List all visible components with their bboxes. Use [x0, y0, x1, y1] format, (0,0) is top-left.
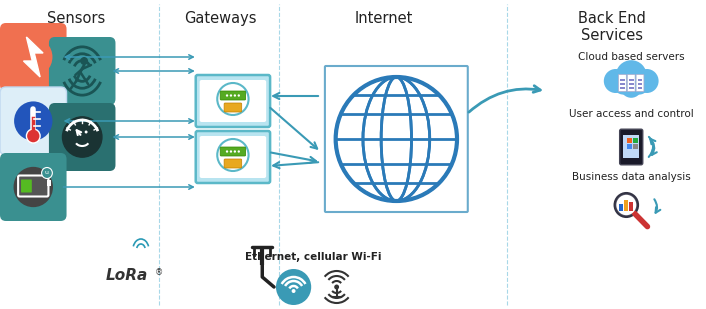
Circle shape [217, 139, 249, 171]
FancyBboxPatch shape [0, 153, 66, 221]
FancyBboxPatch shape [18, 176, 49, 197]
FancyBboxPatch shape [196, 75, 270, 127]
Circle shape [14, 101, 52, 141]
Bar [629, 83, 634, 85]
Circle shape [238, 94, 240, 97]
Circle shape [13, 167, 53, 207]
FancyBboxPatch shape [21, 180, 32, 193]
Circle shape [85, 130, 88, 133]
Circle shape [42, 167, 52, 179]
FancyBboxPatch shape [196, 131, 270, 183]
Bar [638, 83, 642, 85]
Circle shape [14, 37, 52, 77]
FancyBboxPatch shape [224, 159, 241, 168]
FancyBboxPatch shape [620, 129, 642, 165]
Bar [638, 78, 642, 81]
Circle shape [234, 150, 236, 153]
FancyBboxPatch shape [628, 74, 635, 91]
FancyBboxPatch shape [0, 87, 66, 155]
Circle shape [80, 57, 88, 65]
Circle shape [635, 69, 659, 93]
Text: ®: ® [155, 269, 163, 277]
Bar [633, 138, 638, 143]
Bar [633, 144, 638, 149]
FancyBboxPatch shape [325, 66, 468, 212]
Circle shape [334, 285, 339, 290]
Circle shape [292, 289, 296, 293]
Circle shape [238, 150, 240, 153]
Text: u: u [45, 171, 49, 176]
Bar [629, 202, 633, 211]
FancyBboxPatch shape [200, 80, 266, 122]
FancyBboxPatch shape [636, 74, 644, 91]
Bar [629, 78, 634, 81]
Text: Business data analysis: Business data analysis [572, 172, 690, 182]
FancyBboxPatch shape [200, 136, 266, 178]
Text: Gateways: Gateways [184, 11, 256, 26]
Text: Back End
Services: Back End Services [578, 11, 645, 43]
Circle shape [229, 150, 232, 153]
Circle shape [226, 150, 228, 153]
Circle shape [614, 74, 633, 95]
Circle shape [226, 94, 228, 97]
FancyBboxPatch shape [618, 74, 626, 91]
Circle shape [616, 60, 647, 92]
Circle shape [234, 94, 236, 97]
Text: Ethernet, cellular Wi-Fi: Ethernet, cellular Wi-Fi [245, 252, 381, 262]
Bar [620, 87, 625, 89]
FancyBboxPatch shape [49, 103, 116, 171]
Bar [620, 83, 625, 85]
Circle shape [621, 75, 642, 98]
Bar [638, 87, 642, 89]
Circle shape [77, 130, 80, 133]
Bar [628, 138, 632, 143]
Text: Internet: Internet [354, 11, 413, 26]
Circle shape [217, 83, 249, 115]
Bar [47, 180, 51, 186]
FancyBboxPatch shape [0, 23, 66, 91]
FancyBboxPatch shape [49, 37, 116, 105]
Circle shape [335, 77, 457, 201]
Bar [620, 78, 625, 81]
Text: User access and control: User access and control [569, 109, 693, 119]
Circle shape [62, 117, 102, 157]
Text: LoRa: LoRa [106, 268, 148, 282]
Circle shape [276, 269, 311, 305]
FancyBboxPatch shape [224, 103, 241, 112]
Circle shape [629, 74, 650, 95]
Circle shape [604, 69, 628, 93]
FancyBboxPatch shape [220, 91, 246, 100]
Bar [623, 135, 639, 158]
Bar [628, 144, 632, 149]
Bar [629, 87, 634, 89]
Circle shape [614, 193, 638, 217]
Text: Sensors: Sensors [47, 11, 105, 26]
Polygon shape [23, 37, 43, 77]
Circle shape [616, 195, 636, 215]
Text: Cloud based servers: Cloud based servers [578, 52, 685, 62]
Bar [624, 200, 628, 211]
FancyBboxPatch shape [220, 147, 246, 156]
Circle shape [229, 94, 232, 97]
Circle shape [26, 129, 40, 143]
Bar [619, 204, 623, 211]
